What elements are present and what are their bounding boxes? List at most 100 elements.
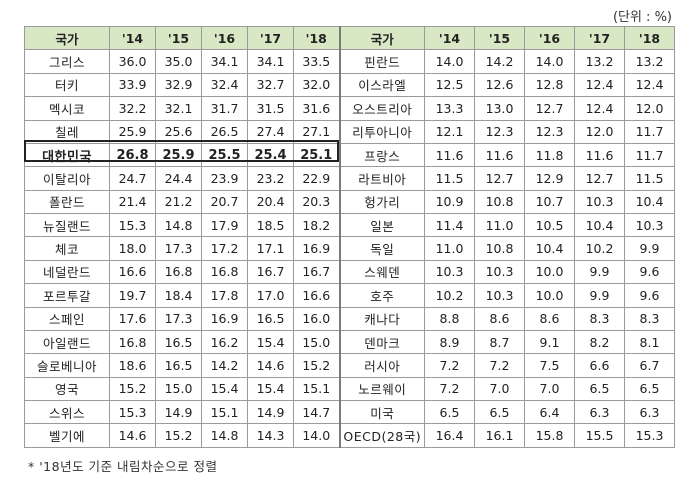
value-cell: 8.9 — [424, 329, 475, 355]
country-cell: 미국 — [338, 399, 425, 425]
value-cell: 23.2 — [247, 166, 294, 191]
country-cell: 오스트리아 — [338, 96, 425, 121]
header-year-left: '14 — [109, 25, 156, 51]
value-cell: 12.8 — [524, 72, 575, 98]
value-cell: 14.6 — [247, 353, 294, 378]
value-cell: 17.1 — [247, 236, 294, 261]
value-cell: 18.6 — [109, 353, 156, 378]
value-cell: 12.4 — [574, 96, 625, 121]
value-cell: 21.4 — [109, 189, 156, 215]
value-cell: 15.0 — [155, 376, 202, 402]
country-cell: 독일 — [338, 236, 425, 261]
value-cell: 17.0 — [247, 283, 294, 308]
value-cell: 10.3 — [474, 259, 525, 285]
value-cell: 10.4 — [524, 236, 575, 261]
value-cell: 12.3 — [524, 119, 575, 144]
value-cell: 11.4 — [424, 212, 475, 238]
value-cell: 14.9 — [247, 399, 294, 425]
value-cell: 13.3 — [424, 96, 475, 121]
value-cell: 8.3 — [624, 306, 675, 331]
country-cell: 이탈리아 — [24, 166, 110, 191]
value-cell: 12.4 — [624, 72, 675, 98]
value-cell: 14.0 — [424, 49, 475, 74]
value-cell: 12.5 — [424, 72, 475, 98]
value-cell: 14.2 — [474, 49, 525, 74]
value-cell: 12.7 — [574, 166, 625, 191]
country-cell: 칠레 — [24, 119, 110, 144]
value-cell: 18.5 — [247, 212, 294, 238]
country-cell: 벨기에 — [24, 423, 110, 448]
value-cell: 12.9 — [524, 166, 575, 191]
header-year-right: '17 — [574, 25, 625, 51]
value-cell: 10.5 — [524, 212, 575, 238]
value-cell: 14.0 — [524, 49, 575, 74]
value-cell: 12.4 — [574, 72, 625, 98]
value-cell: 11.7 — [624, 119, 675, 144]
country-cell: 폴란드 — [24, 189, 110, 215]
value-cell: 14.2 — [201, 353, 248, 378]
value-cell: 12.3 — [474, 119, 525, 144]
value-cell: 11.5 — [624, 166, 675, 191]
value-cell: 11.6 — [574, 142, 625, 168]
header-year-left: '16 — [201, 25, 248, 51]
country-cell: 스위스 — [24, 399, 110, 425]
header-year-left: '18 — [293, 25, 340, 51]
header-year-right: '15 — [474, 25, 525, 51]
country-cell: 핀란드 — [338, 49, 425, 74]
value-cell: 8.6 — [524, 306, 575, 331]
value-cell: 9.1 — [524, 329, 575, 355]
table-row: 체코 18.0 17.3 17.2 17.1 16.9 독일 11.0 10.8 10.4 10.2… — [24, 236, 675, 261]
value-cell: 27.4 — [247, 119, 294, 144]
value-cell: 10.9 — [424, 189, 475, 215]
value-cell: 6.5 — [624, 376, 675, 402]
value-cell: 16.8 — [109, 329, 156, 355]
country-cell: 아일랜드 — [24, 329, 110, 355]
value-cell: 15.3 — [109, 399, 156, 425]
country-cell: 체코 — [24, 236, 110, 261]
value-cell: 17.9 — [201, 212, 248, 238]
value-cell: 15.4 — [247, 376, 294, 402]
value-cell: 12.1 — [424, 119, 475, 144]
table-row: 터키 33.9 32.9 32.4 32.7 32.0 이스라엘 12.5 12.6 12.8 12… — [24, 72, 675, 98]
table-row: 영국 15.2 15.0 15.4 15.4 15.1 노르웨이 7.2 7.0 7.0 6.5 6.… — [24, 376, 675, 402]
value-cell: 9.9 — [624, 236, 675, 261]
value-cell: 14.3 — [247, 423, 294, 448]
table-row: 스위스 15.3 14.9 15.1 14.9 14.7 미국 6.5 6.5 6.4 6.3 6.3 — [24, 399, 675, 425]
value-cell: 8.1 — [624, 329, 675, 355]
table-row: 멕시코 32.2 32.1 31.7 31.5 31.6 오스트리아 13.3 13.0 12.7… — [24, 96, 675, 121]
value-cell: 16.5 — [155, 353, 202, 378]
value-cell: 6.5 — [574, 376, 625, 402]
value-cell: 15.4 — [201, 376, 248, 402]
value-cell: 12.0 — [574, 119, 625, 144]
table-row: 아일랜드 16.8 16.5 16.2 15.4 15.0 덴마크 8.9 8.7 9.1 8.2 8… — [24, 329, 675, 355]
country-cell: 멕시코 — [24, 96, 110, 121]
country-cell: 뉴질랜드 — [24, 212, 110, 238]
value-cell: 10.7 — [524, 189, 575, 215]
value-cell: 34.1 — [201, 49, 248, 74]
value-cell: 18.4 — [155, 283, 202, 308]
value-cell: 15.4 — [247, 329, 294, 355]
value-cell: 8.8 — [424, 306, 475, 331]
value-cell: 15.1 — [293, 376, 340, 402]
value-cell: 11.6 — [474, 142, 525, 168]
table-row: 네덜란드 16.6 16.8 16.8 16.7 16.7 스웨덴 10.3 10.3 10.0 9… — [24, 259, 675, 285]
value-cell: 6.6 — [574, 353, 625, 378]
value-cell: 27.1 — [293, 119, 340, 144]
value-cell: 18.0 — [109, 236, 156, 261]
header-year-left: '15 — [155, 25, 202, 51]
header-row: 국가 '14'15'16'17'18 국가 '14'15'16'17'18 — [24, 25, 675, 51]
value-cell: 33.5 — [293, 49, 340, 74]
value-cell: 16.8 — [155, 259, 202, 285]
value-cell: 11.6 — [424, 142, 475, 168]
country-cell: 덴마크 — [338, 329, 425, 355]
value-cell: 6.5 — [424, 399, 475, 425]
value-cell: 15.1 — [201, 399, 248, 425]
country-cell: 터키 — [24, 72, 110, 98]
value-cell: 6.5 — [474, 399, 525, 425]
value-cell: 16.5 — [155, 329, 202, 355]
country-cell: OECD(28국) — [338, 423, 425, 448]
value-cell: 14.9 — [155, 399, 202, 425]
country-cell: 스웨덴 — [338, 259, 425, 285]
value-cell: 10.2 — [424, 283, 475, 308]
value-cell: 32.4 — [201, 72, 248, 98]
